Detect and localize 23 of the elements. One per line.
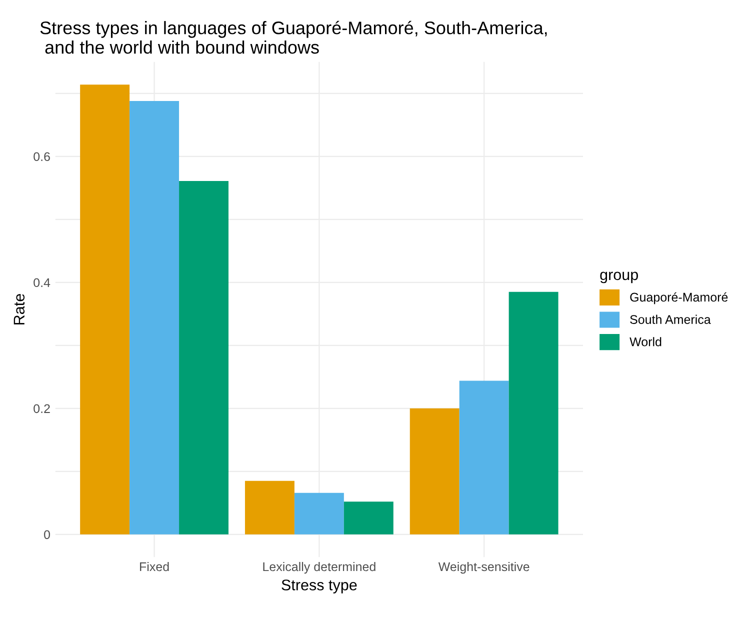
y-axis-title: Rate (14, 294, 25, 324)
x-tick-label: Weight-sensitive (438, 562, 530, 574)
y-tick-label: 0.6 (34, 152, 50, 162)
bar (344, 502, 394, 534)
legend-title: group (600, 272, 638, 284)
y-tick-label: 0 (44, 530, 50, 540)
bar (130, 100, 180, 534)
bar (459, 380, 509, 534)
x-axis-title: Stress type (282, 580, 357, 594)
bar (244, 480, 294, 534)
legend-label: South America (630, 314, 711, 324)
x-tick-label: Lexically determined (263, 562, 376, 574)
legend-label: Guaporé-Mamoré (630, 292, 728, 304)
bar (508, 292, 558, 534)
bar (410, 408, 460, 534)
x-tick-label: Fixed (140, 562, 169, 572)
bar (80, 84, 130, 534)
legend-label: World (630, 337, 662, 346)
bar (179, 180, 228, 534)
y-tick-label: 0.4 (34, 278, 50, 288)
chart-title: Stress types in languages of Guaporé-Mamoré, South-America, and the world with bound windows (40, 20, 547, 54)
y-tick-label: 0.2 (34, 404, 50, 414)
bar (294, 492, 344, 534)
